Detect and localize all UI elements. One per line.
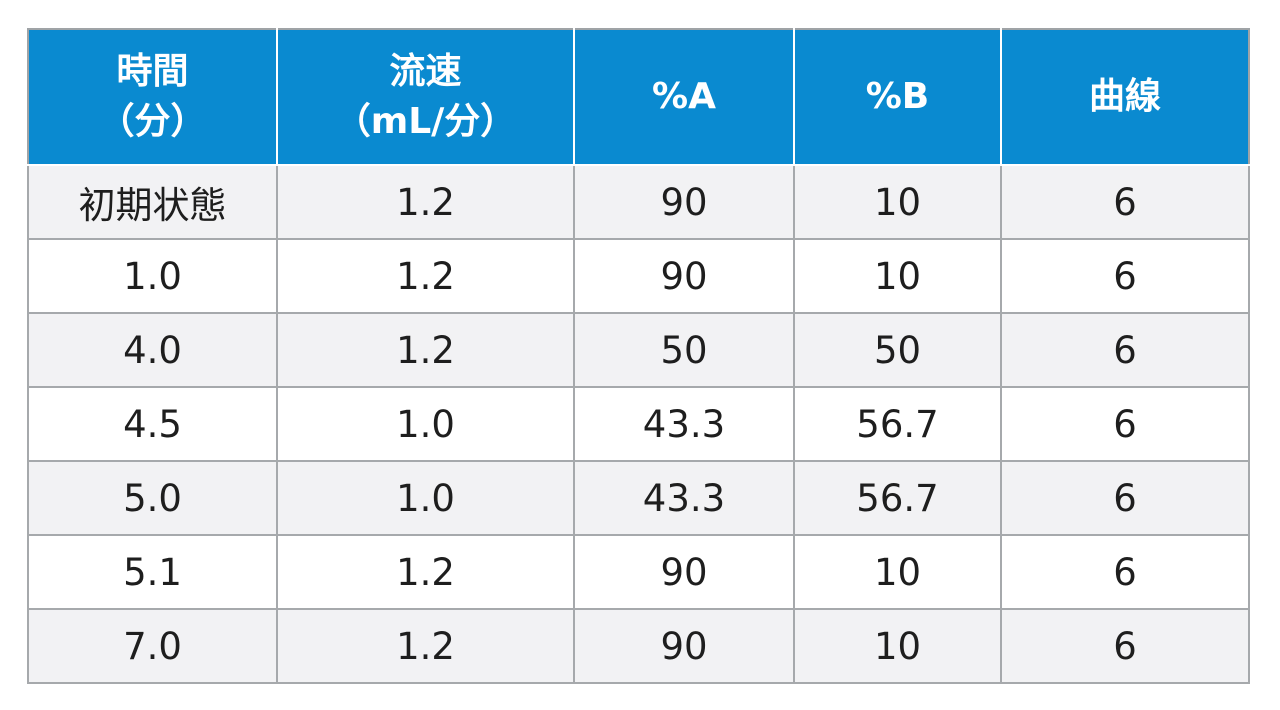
table-row: 初期状態 1.2 90 10 6 xyxy=(27,164,1250,240)
cell-flow-rate: 1.0 xyxy=(276,460,575,536)
table-row: 1.0 1.2 90 10 6 xyxy=(27,238,1250,314)
table-row: 7.0 1.2 90 10 6 xyxy=(27,608,1250,684)
cell-time: 5.0 xyxy=(27,460,278,536)
cell-percent-a: 43.3 xyxy=(573,460,795,536)
header-percent-a: %A xyxy=(573,28,795,166)
cell-percent-b: 10 xyxy=(793,164,1002,240)
cell-flow-rate: 1.2 xyxy=(276,164,575,240)
table-row: 4.5 1.0 43.3 56.7 6 xyxy=(27,386,1250,462)
header-flow-rate-unit: （mL/分） xyxy=(334,101,517,142)
gradient-table-container: 時間 （分） 流速 （mL/分） %A %B 曲線 初期状態 1.2 90 10 6 1.… xyxy=(27,28,1250,684)
cell-curve: 6 xyxy=(1000,608,1250,684)
table-body: 初期状態 1.2 90 10 6 1.0 1.2 90 10 6 4.0 1.2 50 50 6 4.5 1.0… xyxy=(27,164,1250,684)
cell-percent-a: 90 xyxy=(573,534,795,610)
cell-time: 1.0 xyxy=(27,238,278,314)
header-curve: 曲線 xyxy=(1000,28,1250,166)
header-time-label: 時間 xyxy=(116,51,189,92)
header-flow-rate: 流速 （mL/分） xyxy=(276,28,575,166)
header-time: 時間 （分） xyxy=(27,28,278,166)
cell-time: 4.5 xyxy=(27,386,278,462)
cell-percent-b: 50 xyxy=(793,312,1002,388)
header-percent-b-label: %B xyxy=(865,76,930,117)
cell-percent-a: 90 xyxy=(573,238,795,314)
cell-percent-a: 43.3 xyxy=(573,386,795,462)
table-row: 5.1 1.2 90 10 6 xyxy=(27,534,1250,610)
gradient-table: 時間 （分） 流速 （mL/分） %A %B 曲線 初期状態 1.2 90 10 6 1.… xyxy=(27,28,1250,684)
header-time-unit: （分） xyxy=(98,101,207,142)
table-header-row: 時間 （分） 流速 （mL/分） %A %B 曲線 xyxy=(27,28,1250,166)
cell-curve: 6 xyxy=(1000,312,1250,388)
cell-time: 初期状態 xyxy=(27,164,278,240)
cell-percent-a: 90 xyxy=(573,608,795,684)
cell-curve: 6 xyxy=(1000,164,1250,240)
cell-time: 5.1 xyxy=(27,534,278,610)
header-curve-label: 曲線 xyxy=(1088,76,1161,117)
cell-percent-b: 10 xyxy=(793,608,1002,684)
header-percent-a-label: %A xyxy=(652,76,716,117)
cell-flow-rate: 1.2 xyxy=(276,238,575,314)
cell-percent-a: 90 xyxy=(573,164,795,240)
header-percent-b: %B xyxy=(793,28,1002,166)
cell-curve: 6 xyxy=(1000,534,1250,610)
cell-percent-a: 50 xyxy=(573,312,795,388)
cell-time: 4.0 xyxy=(27,312,278,388)
cell-percent-b: 56.7 xyxy=(793,386,1002,462)
cell-percent-b: 10 xyxy=(793,238,1002,314)
table-row: 5.0 1.0 43.3 56.7 6 xyxy=(27,460,1250,536)
cell-percent-b: 56.7 xyxy=(793,460,1002,536)
cell-curve: 6 xyxy=(1000,460,1250,536)
cell-curve: 6 xyxy=(1000,386,1250,462)
cell-curve: 6 xyxy=(1000,238,1250,314)
cell-flow-rate: 1.2 xyxy=(276,608,575,684)
header-flow-rate-label: 流速 xyxy=(389,51,462,92)
cell-flow-rate: 1.2 xyxy=(276,534,575,610)
cell-flow-rate: 1.0 xyxy=(276,386,575,462)
cell-time: 7.0 xyxy=(27,608,278,684)
table-row: 4.0 1.2 50 50 6 xyxy=(27,312,1250,388)
cell-flow-rate: 1.2 xyxy=(276,312,575,388)
cell-percent-b: 10 xyxy=(793,534,1002,610)
